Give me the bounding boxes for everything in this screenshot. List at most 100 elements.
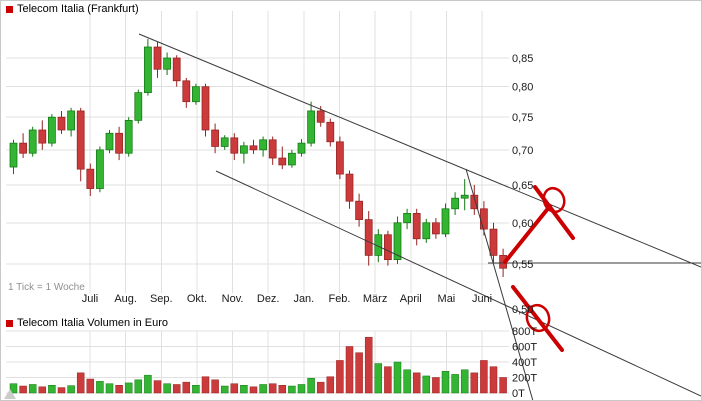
volume-bar xyxy=(67,385,75,394)
tick-interval-note: 1 Tick = 1 Woche xyxy=(8,282,85,293)
volume-bar xyxy=(403,369,411,394)
candle-body xyxy=(307,110,315,144)
candle-body xyxy=(96,149,104,189)
month-label: April xyxy=(400,293,422,305)
candle-body xyxy=(57,116,66,131)
candle-body xyxy=(67,110,75,131)
candle-body xyxy=(105,132,114,151)
candle-body xyxy=(230,137,239,154)
candle-body xyxy=(470,194,479,210)
price-tick-label: 0,80 xyxy=(512,82,533,94)
candle-body xyxy=(403,213,411,224)
candle-body xyxy=(249,145,258,151)
candle-body xyxy=(432,222,440,235)
volume-bar xyxy=(86,378,95,394)
month-label: Feb. xyxy=(328,293,350,305)
candle-body xyxy=(115,132,123,154)
volume-bar xyxy=(230,383,239,394)
candle-body xyxy=(192,86,200,103)
volume-bar xyxy=(249,386,258,394)
volume-bar xyxy=(9,383,18,394)
annotation-line xyxy=(503,204,552,264)
volume-bar xyxy=(201,376,210,394)
annotation-line xyxy=(511,285,564,352)
candle-body xyxy=(460,194,469,199)
month-label: Sep. xyxy=(150,293,173,305)
candle-body xyxy=(259,139,267,151)
candle-body xyxy=(201,86,210,131)
volume-legend-label: Telecom Italia Volumen in Euro xyxy=(17,317,169,329)
volume-bar xyxy=(105,383,114,394)
candle-body xyxy=(441,208,450,235)
annotation-circle xyxy=(525,303,551,333)
price-tick-label: 0,85 xyxy=(512,53,533,65)
candle-body xyxy=(393,222,402,261)
volume-tick-label: 0T xyxy=(512,388,525,400)
volume-bar xyxy=(297,384,306,394)
volume-bar xyxy=(480,360,488,394)
watermark-logo xyxy=(4,389,16,399)
volume-bar xyxy=(345,346,354,394)
volume-bar xyxy=(307,378,315,394)
candle-body xyxy=(384,234,392,261)
volume-bar xyxy=(19,385,27,394)
volume-bar xyxy=(259,384,267,394)
volume-bar xyxy=(192,385,200,394)
volume-bar xyxy=(460,369,469,394)
volume-bar xyxy=(489,366,498,394)
candle-body xyxy=(172,57,181,82)
month-label: Okt. xyxy=(187,293,207,305)
price-tick-label: 0,70 xyxy=(512,145,533,157)
candle-body xyxy=(422,222,431,240)
volume-tick-label: 400T xyxy=(512,357,537,369)
trendline xyxy=(465,168,534,400)
volume-bar xyxy=(374,363,383,394)
volume-bar xyxy=(470,372,479,394)
volume-bar xyxy=(115,385,123,394)
price-tick-label: 0,65 xyxy=(512,180,533,192)
candle-body xyxy=(345,173,354,202)
volume-bar xyxy=(422,375,431,394)
volume-bar xyxy=(48,385,56,394)
volume-bar xyxy=(172,384,181,394)
candle-body xyxy=(211,129,219,147)
trendline xyxy=(138,33,701,268)
volume-tick-label: 600T xyxy=(512,342,537,354)
month-label: März xyxy=(363,293,387,305)
volume-bar xyxy=(326,376,335,394)
month-label: Mai xyxy=(438,293,456,305)
candle-body xyxy=(134,92,143,121)
candle-body xyxy=(48,116,56,144)
candle-body xyxy=(19,142,27,154)
candle-body xyxy=(163,57,171,70)
price-legend: Telecom Italia (Frankfurt) xyxy=(6,4,139,15)
candle-body xyxy=(480,208,488,230)
volume-bar xyxy=(451,374,459,394)
candle-body xyxy=(182,80,191,103)
volume-bar xyxy=(76,372,85,394)
month-label: Juni xyxy=(472,293,492,305)
volume-bar xyxy=(153,380,162,394)
candle-body xyxy=(297,142,306,154)
candle-body xyxy=(38,129,47,144)
month-label: Jan. xyxy=(293,293,314,305)
volume-bar xyxy=(384,366,392,394)
candle-body xyxy=(278,157,287,166)
volume-bar xyxy=(316,381,325,394)
candle-body xyxy=(288,152,296,166)
candle-body xyxy=(316,110,325,123)
volume-bar xyxy=(57,387,66,394)
volume-bar xyxy=(364,336,373,394)
volume-legend: Telecom Italia Volumen in Euro xyxy=(6,318,168,329)
price-legend-label: Telecom Italia (Frankfurt) xyxy=(17,3,139,15)
volume-bar xyxy=(412,372,421,394)
candle-body xyxy=(144,46,152,94)
volume-bar xyxy=(182,381,191,394)
volume-bar xyxy=(38,386,47,394)
candle-body xyxy=(364,219,373,256)
volume-tick-label: 800T xyxy=(512,326,537,338)
candle-body xyxy=(240,145,248,154)
candle-body xyxy=(489,228,498,256)
volume-bar xyxy=(288,385,296,394)
